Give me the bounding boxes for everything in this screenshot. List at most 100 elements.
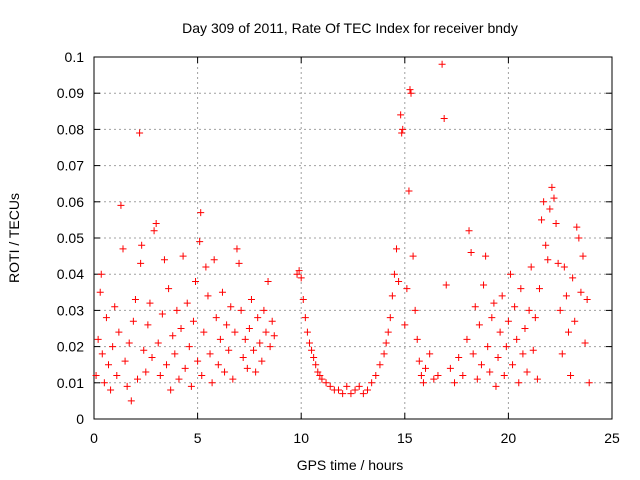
data-point [446, 364, 454, 372]
data-point [415, 357, 423, 365]
data-point [473, 375, 481, 383]
data-point [216, 335, 224, 343]
data-point [262, 328, 270, 336]
data-point [579, 252, 587, 260]
data-point [154, 339, 162, 347]
data-point [376, 361, 384, 369]
data-point [111, 303, 119, 311]
data-point [183, 299, 191, 307]
data-point [467, 248, 475, 256]
data-point [173, 306, 181, 314]
data-point [98, 350, 106, 358]
data-point [419, 379, 427, 387]
data-point [477, 361, 485, 369]
data-point [525, 306, 533, 314]
data-point [318, 375, 326, 383]
data-point [227, 303, 235, 311]
data-point [393, 245, 401, 253]
data-point [237, 306, 245, 314]
data-point [115, 328, 123, 336]
data-point [521, 325, 529, 332]
data-point [334, 386, 342, 394]
data-point [158, 310, 166, 318]
data-point [303, 328, 311, 336]
data-point [550, 194, 558, 202]
data-point [411, 306, 419, 314]
y-tick-label: 0.09 [57, 85, 84, 101]
data-point [486, 368, 494, 376]
data-point [239, 353, 247, 361]
data-point [312, 361, 320, 369]
data-point [212, 314, 220, 322]
data-point [152, 220, 160, 228]
data-point [179, 252, 187, 260]
data-point [515, 379, 523, 387]
data-point [430, 375, 438, 383]
data-point [401, 321, 409, 329]
data-point [245, 325, 253, 332]
data-point [556, 306, 564, 314]
data-point [142, 368, 150, 376]
data-point [194, 357, 202, 365]
data-point [316, 372, 324, 380]
data-point [268, 317, 276, 325]
data-point [583, 296, 591, 304]
data-point [575, 234, 583, 242]
data-point [364, 386, 372, 394]
data-point [197, 209, 205, 217]
data-point [137, 259, 145, 267]
data-point [544, 256, 552, 264]
data-point [388, 292, 396, 300]
data-point [241, 335, 249, 343]
data-point [254, 314, 262, 322]
data-point [355, 382, 363, 390]
data-point [206, 350, 214, 358]
data-point [92, 372, 100, 380]
data-point [223, 321, 231, 329]
data-point [295, 267, 303, 275]
data-point [554, 259, 562, 267]
y-tick-label: 0.05 [57, 230, 84, 246]
data-point [243, 364, 251, 372]
data-point [384, 328, 392, 336]
data-point [359, 390, 367, 398]
data-point [438, 60, 446, 68]
data-point [264, 277, 272, 285]
data-point [144, 321, 152, 329]
y-tick-label: 0.01 [57, 375, 84, 391]
data-point [546, 205, 554, 213]
data-point [235, 259, 243, 267]
data-point [113, 372, 121, 380]
y-tick-label: 0.06 [57, 194, 84, 210]
data-point [569, 274, 577, 282]
data-point [136, 129, 144, 137]
data-point [395, 277, 403, 285]
data-point [442, 281, 450, 289]
chart-title: Day 309 of 2011, Rate Of TEC Index for r… [182, 20, 518, 36]
y-tick-label: 0.04 [57, 266, 84, 282]
y-tick-label: 0 [76, 411, 84, 427]
data-point [185, 343, 193, 351]
data-point [482, 252, 490, 260]
x-tick-label: 20 [501, 430, 517, 446]
data-point [301, 314, 309, 322]
data-point [406, 86, 414, 94]
data-point [494, 353, 502, 361]
data-point [96, 288, 104, 296]
data-point [577, 288, 585, 296]
data-point [471, 303, 479, 311]
data-point [160, 256, 168, 264]
data-point [252, 368, 260, 376]
data-point [260, 306, 268, 314]
data-point [231, 328, 239, 336]
data-point [229, 375, 237, 383]
data-point [131, 296, 139, 304]
data-point [368, 379, 376, 387]
data-point [463, 335, 471, 343]
data-point [511, 303, 519, 311]
data-point [504, 317, 512, 325]
data-point [322, 379, 330, 387]
data-point [527, 263, 535, 271]
data-point [488, 314, 496, 322]
data-point [496, 328, 504, 336]
